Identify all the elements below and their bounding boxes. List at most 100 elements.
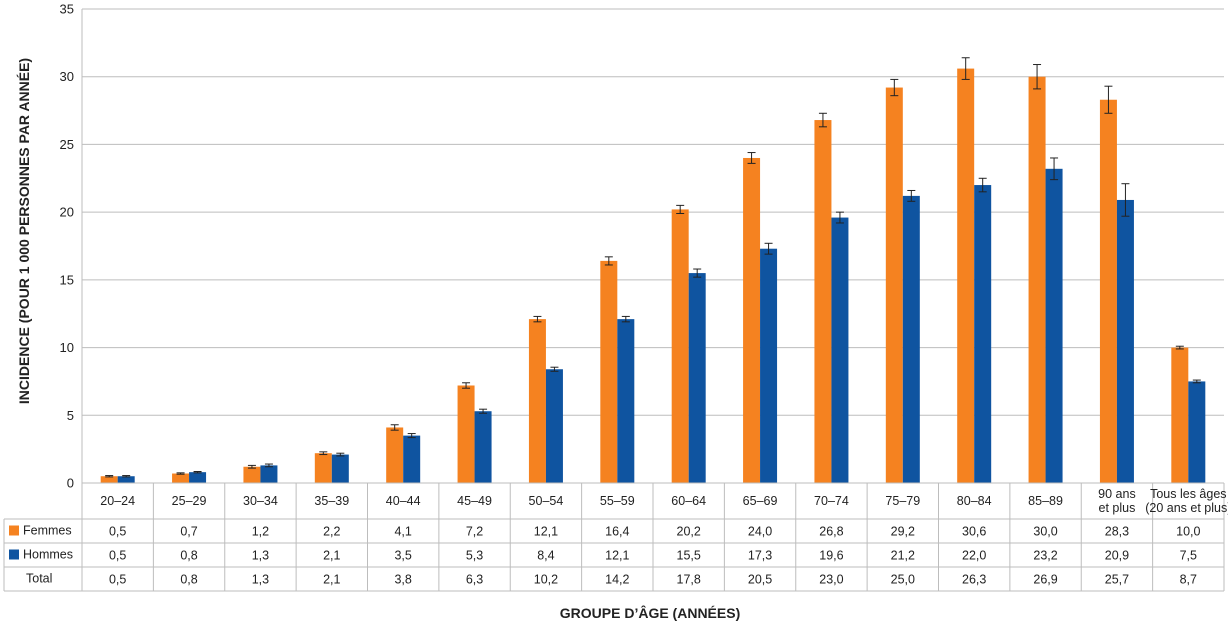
table-cell: 3,8: [394, 573, 411, 587]
table-cell: 25,0: [891, 573, 915, 587]
y-tick-label: 0: [67, 476, 74, 491]
bar-femmes-1: [172, 473, 190, 483]
table-cell: 26,9: [1033, 573, 1057, 587]
gridlines: [81, 8, 1224, 484]
table-cell: 15,5: [677, 549, 701, 563]
bar-hommes-8: [688, 273, 706, 483]
table-cell: 24,0: [748, 525, 772, 539]
legend-swatch: [9, 525, 19, 536]
category-label: 40–44: [386, 494, 421, 508]
row-label: Total: [26, 572, 52, 586]
category-label: 85–89: [1028, 494, 1063, 508]
y-axis-title: INCIDENCE (POUR 1 000 PERSONNES PAR ANNÉ…: [16, 58, 32, 404]
bar-femmes-4: [386, 427, 404, 483]
row-label: Femmes: [23, 524, 72, 538]
bar-hommes-3: [331, 454, 349, 483]
y-tick-label: 25: [60, 137, 74, 152]
table-cell: 0,8: [180, 573, 197, 587]
bar-hommes-10: [831, 217, 849, 483]
category-label: 60–64: [671, 494, 706, 508]
bar-hommes-2: [260, 465, 278, 483]
table-cell: 3,5: [394, 549, 411, 563]
y-tick-label: 20: [60, 205, 74, 220]
bar-femmes-2: [243, 466, 261, 483]
category-label: 75–79: [885, 494, 920, 508]
bar-hommes-1: [189, 472, 207, 483]
legend-swatch: [9, 549, 19, 560]
table-cell: 17,3: [748, 549, 772, 563]
table-cell: 30,6: [962, 525, 986, 539]
table-cell: 0,8: [180, 549, 197, 563]
table-cell: 7,2: [466, 525, 483, 539]
table-cell: 8,7: [1180, 573, 1197, 587]
bar-hommes-15: [1188, 381, 1206, 483]
bars: [100, 57, 1206, 484]
bar-hommes-0: [117, 476, 135, 483]
category-label: 70–74: [814, 494, 849, 508]
bar-femmes-9: [743, 157, 761, 483]
y-axis-ticks: 0 5 10 15 20 25 30 35: [60, 2, 74, 491]
y-tick-label: 30: [60, 69, 74, 84]
row-label: Hommes: [23, 548, 73, 562]
y-tick-label: 5: [67, 408, 74, 423]
table-cell: 2,2: [323, 525, 340, 539]
y-tick-label: 35: [60, 2, 74, 17]
table-cell: 5,3: [466, 549, 483, 563]
table-cell: 20,5: [748, 573, 772, 587]
category-label: (20 ans et plus): [1145, 501, 1228, 515]
table-cell: 26,8: [819, 525, 843, 539]
table-cell: 26,3: [962, 573, 986, 587]
category-label: 65–69: [743, 494, 778, 508]
bar-hommes-12: [974, 185, 992, 484]
category-label: 45–49: [457, 494, 492, 508]
data-table: 20–24 25–29 30–34 35–39 40–44 45–49 50–54 55–59…: [3, 482, 1228, 592]
table-cell: 10,2: [534, 573, 558, 587]
bar-hommes-11: [902, 195, 920, 484]
table-cell: 12,1: [605, 549, 629, 563]
bar-hommes-6: [545, 369, 563, 483]
category-label: 55–59: [600, 494, 635, 508]
table-cell: 25,7: [1105, 573, 1129, 587]
table-cell: 23,0: [819, 573, 843, 587]
bar-hommes-4: [403, 435, 421, 483]
bar-femmes-13: [1028, 76, 1046, 483]
table-cell: 1,2: [252, 525, 269, 539]
table-cell: 16,4: [605, 525, 629, 539]
category-label: 35–39: [314, 494, 349, 508]
bar-femmes-10: [814, 120, 832, 484]
table-cell: 0,7: [180, 525, 197, 539]
table-cell: 30,0: [1033, 525, 1057, 539]
table-cell: 0,5: [109, 549, 126, 563]
table-cell: 10,0: [1176, 525, 1200, 539]
table-cell: 23,2: [1033, 549, 1057, 563]
bar-hommes-7: [617, 319, 635, 483]
table-cell: 29,2: [891, 525, 915, 539]
table-cell: 19,6: [819, 549, 843, 563]
category-label: 20–24: [100, 494, 135, 508]
category-label: 25–29: [172, 494, 207, 508]
category-label: 30–34: [243, 494, 278, 508]
table-cell: 20,2: [677, 525, 701, 539]
table-cell: 7,5: [1180, 549, 1197, 563]
bar-femmes-5: [457, 385, 475, 483]
bar-femmes-0: [100, 476, 118, 483]
y-tick-label: 10: [60, 340, 74, 355]
table-cell: 21,2: [891, 549, 915, 563]
category-label: 90 ans: [1098, 487, 1136, 501]
bar-femmes-15: [1171, 347, 1189, 483]
table-cell: 2,1: [323, 549, 340, 563]
bar-hommes-13: [1045, 168, 1063, 483]
table-cell: 2,1: [323, 573, 340, 587]
bar-femmes-7: [600, 260, 618, 483]
bar-hommes-14: [1116, 199, 1134, 483]
category-label: Tous les âges: [1150, 487, 1226, 501]
bar-femmes-6: [528, 319, 546, 483]
table-cell: 20,9: [1105, 549, 1129, 563]
table-cell: 6,3: [466, 573, 483, 587]
table-cell: 22,0: [962, 549, 986, 563]
y-tick-label: 15: [60, 272, 74, 287]
bar-hommes-9: [760, 248, 778, 483]
table-cell: 28,3: [1105, 525, 1129, 539]
bar-femmes-11: [885, 87, 903, 483]
